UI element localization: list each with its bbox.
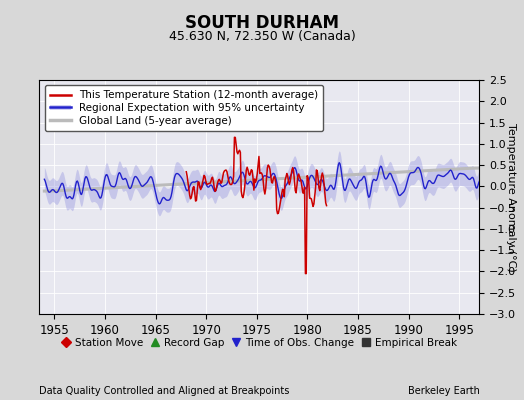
Text: Temperature Anomaly (°C): Temperature Anomaly (°C) xyxy=(506,123,516,271)
Text: Berkeley Earth: Berkeley Earth xyxy=(408,386,479,396)
Text: SOUTH DURHAM: SOUTH DURHAM xyxy=(185,14,339,32)
Text: 45.630 N, 72.350 W (Canada): 45.630 N, 72.350 W (Canada) xyxy=(169,30,355,43)
Legend: This Temperature Station (12-month average), Regional Expectation with 95% uncer: This Temperature Station (12-month avera… xyxy=(45,85,323,131)
Legend: Station Move, Record Gap, Time of Obs. Change, Empirical Break: Station Move, Record Gap, Time of Obs. C… xyxy=(60,336,459,350)
Text: Data Quality Controlled and Aligned at Breakpoints: Data Quality Controlled and Aligned at B… xyxy=(39,386,290,396)
